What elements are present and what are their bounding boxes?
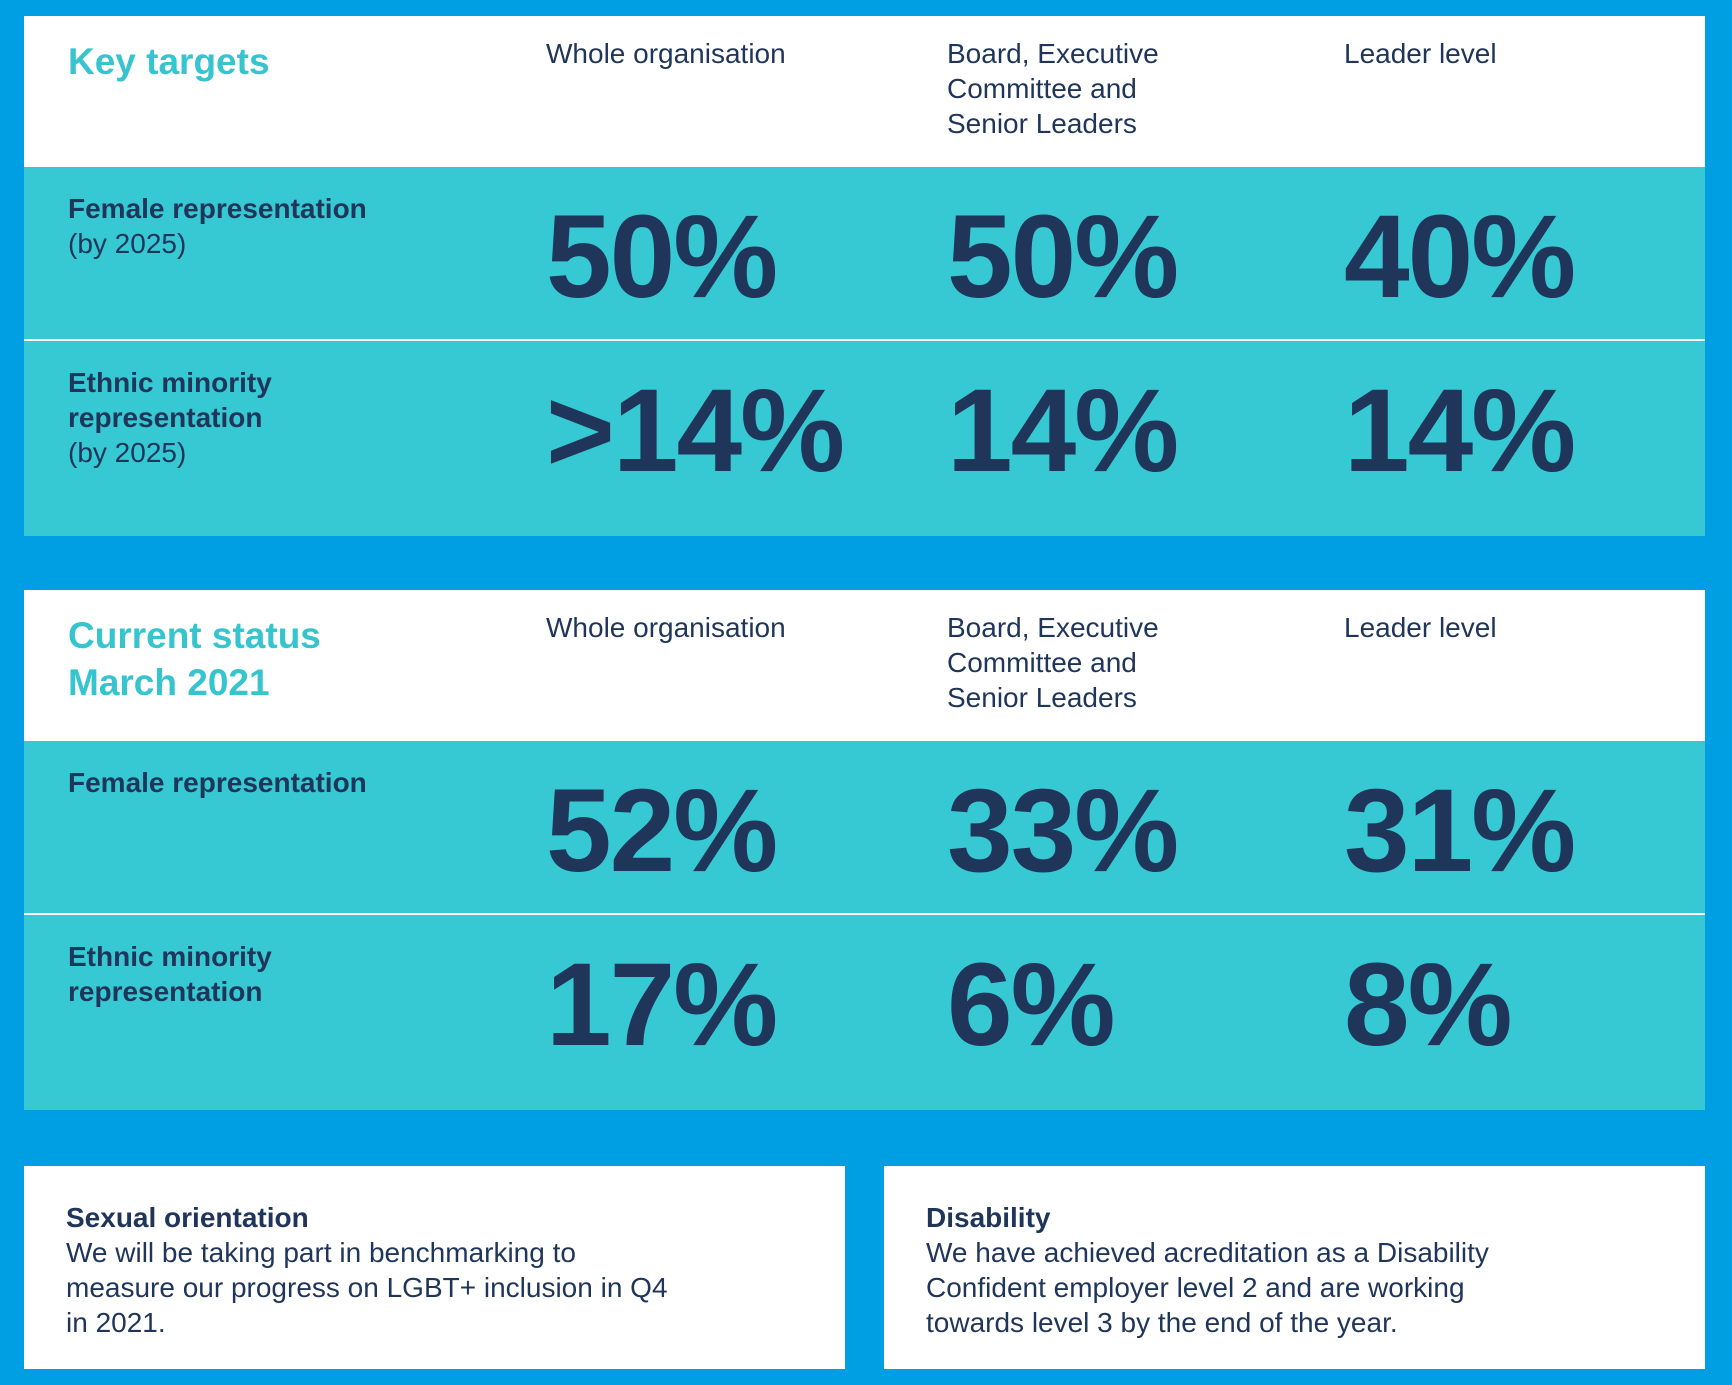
value-whole-organisation: 17% bbox=[546, 939, 778, 1071]
status-row-ethnic-minority: Ethnic minority representation 17% 6% 8% bbox=[24, 915, 1705, 1110]
disability-card: Disability We have achieved acreditation… bbox=[884, 1166, 1705, 1369]
disability-body: We have achieved acreditation as a Disab… bbox=[926, 1237, 1489, 1338]
value-leader-level: 8% bbox=[1344, 939, 1513, 1071]
column-header-leader-level: Leader level bbox=[1344, 612, 1497, 643]
value-whole-organisation: 50% bbox=[546, 191, 778, 323]
column-header-board-executive: Board, Executive Committee and Senior Le… bbox=[947, 612, 1159, 713]
column-header-board-executive: Board, Executive Committee and Senior Le… bbox=[947, 38, 1159, 139]
current-status-panel: Current status March 2021 Whole organisa… bbox=[24, 590, 1705, 1110]
row-label-title: Female representation bbox=[68, 193, 367, 224]
value-leader-level: 14% bbox=[1344, 365, 1576, 497]
key-targets-panel: Key targets Whole organisation Board, Ex… bbox=[24, 16, 1705, 536]
target-row-ethnic-minority: Ethnic minority representation (by 2025)… bbox=[24, 341, 1705, 536]
value-leader-level: 31% bbox=[1344, 765, 1576, 897]
value-whole-organisation: >14% bbox=[546, 365, 845, 497]
column-header-leader-level: Leader level bbox=[1344, 38, 1497, 69]
status-row-female: Female representation 52% 33% 31% bbox=[24, 741, 1705, 913]
row-label: Ethnic minority representation (by 2025) bbox=[68, 365, 368, 470]
value-board-executive: 50% bbox=[947, 191, 1179, 323]
row-label: Female representation bbox=[68, 765, 368, 800]
column-header-whole-organisation: Whole organisation bbox=[546, 38, 786, 69]
row-label: Female representation (by 2025) bbox=[68, 191, 368, 261]
value-board-executive: 33% bbox=[947, 765, 1179, 897]
row-label-note: (by 2025) bbox=[68, 437, 187, 468]
value-leader-level: 40% bbox=[1344, 191, 1576, 323]
target-row-female: Female representation (by 2025) 50% 50% … bbox=[24, 167, 1705, 339]
sexual-orientation-card: Sexual orientation We will be taking par… bbox=[24, 1166, 845, 1369]
current-status-title: Current status March 2021 bbox=[68, 615, 321, 703]
current-status-header: Current status March 2021 Whole organisa… bbox=[24, 590, 1705, 741]
row-label-title: Female representation bbox=[68, 767, 367, 798]
disability-title: Disability bbox=[926, 1202, 1051, 1233]
row-label-title: Ethnic minority representation bbox=[68, 367, 272, 433]
row-divider bbox=[24, 913, 1705, 915]
sexual-orientation-title: Sexual orientation bbox=[66, 1202, 309, 1233]
row-label: Ethnic minority representation bbox=[68, 939, 368, 1009]
row-label-note: (by 2025) bbox=[68, 228, 187, 259]
column-header-whole-organisation: Whole organisation bbox=[546, 612, 786, 643]
key-targets-header: Key targets Whole organisation Board, Ex… bbox=[24, 16, 1705, 167]
value-board-executive: 6% bbox=[947, 939, 1116, 1071]
value-board-executive: 14% bbox=[947, 365, 1179, 497]
value-whole-organisation: 52% bbox=[546, 765, 778, 897]
row-label-title: Ethnic minority representation bbox=[68, 941, 272, 1007]
sexual-orientation-body: We will be taking part in benchmarking t… bbox=[66, 1237, 668, 1338]
row-divider bbox=[24, 339, 1705, 341]
key-targets-title: Key targets bbox=[68, 41, 270, 82]
